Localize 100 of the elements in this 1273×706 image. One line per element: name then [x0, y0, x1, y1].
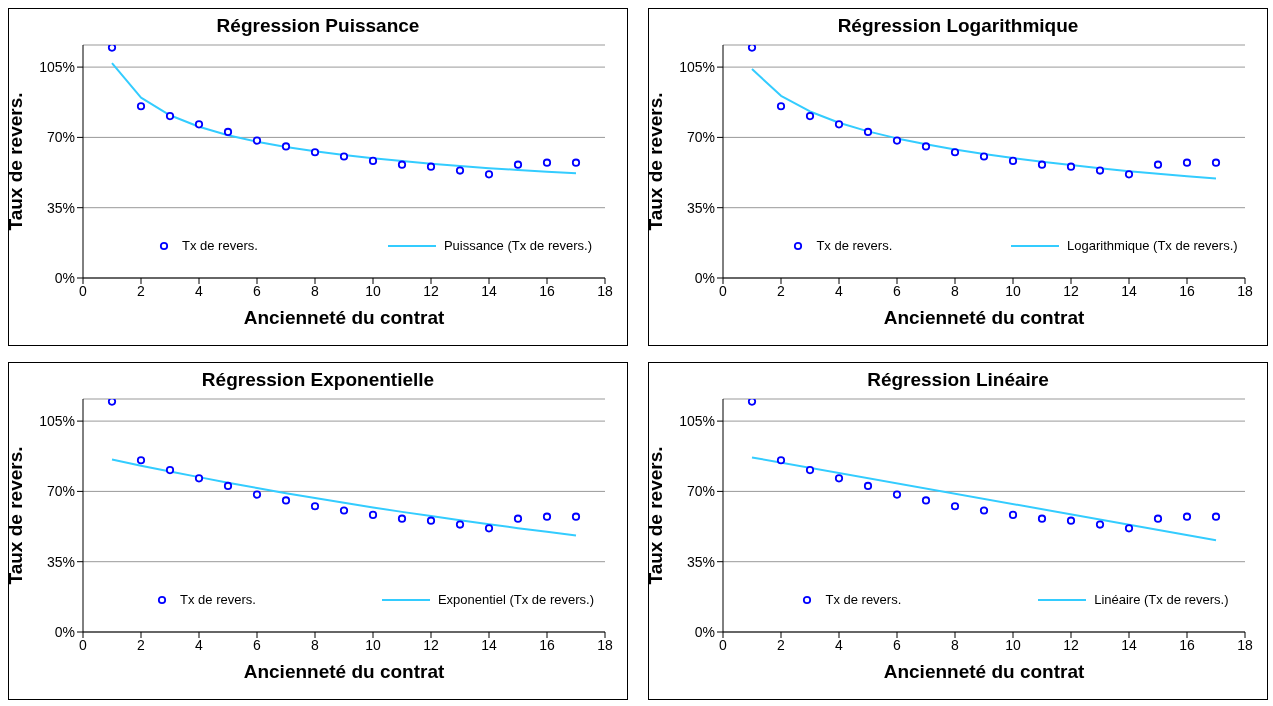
point [165, 112, 175, 121]
x-tick-label: 12 [423, 636, 439, 653]
x-axis-title: Ancienneté du contrat [883, 307, 1085, 328]
point [513, 160, 523, 169]
legend-label: Linéaire (Tx de revers.) [1094, 592, 1229, 607]
point [1095, 520, 1105, 529]
point [281, 496, 291, 505]
x-tick-label: 16 [1179, 282, 1195, 299]
x-tick-label: 0 [79, 282, 88, 299]
point [805, 466, 815, 475]
point [107, 45, 117, 52]
point [921, 142, 931, 151]
y-tick-label: 35% [686, 553, 715, 570]
x-tick-label: 18 [1237, 282, 1253, 299]
point [368, 156, 378, 165]
point [194, 474, 204, 483]
x-tick-label: 4 [195, 282, 204, 299]
x-tick-label: 16 [539, 636, 555, 653]
line-series [111, 458, 577, 537]
point [1037, 514, 1047, 523]
point [1182, 158, 1192, 167]
x-tick-label: 6 [893, 636, 902, 653]
chart-title: Régression Linéaire [866, 368, 1050, 392]
point [921, 496, 931, 505]
x-tick-label: 12 [1063, 282, 1079, 299]
point [1211, 512, 1221, 521]
legend-label: Tx de revers. [180, 592, 256, 607]
x-tick-label: 6 [253, 636, 262, 653]
point [834, 120, 844, 129]
x-axis-title: Ancienneté du contrat [243, 661, 445, 682]
point [1066, 162, 1076, 171]
legend-label: Exponentiel (Tx de revers.) [437, 592, 594, 607]
point [136, 102, 146, 111]
point [252, 136, 262, 145]
y-tick-label: 35% [46, 199, 75, 216]
x-tick-label: 18 [597, 636, 613, 653]
point [950, 502, 960, 511]
point [136, 456, 146, 465]
point [571, 512, 581, 521]
point [252, 490, 262, 499]
point [1095, 166, 1105, 175]
point [863, 127, 873, 137]
x-tick-label: 0 [719, 282, 728, 299]
point [863, 481, 873, 491]
point [281, 142, 291, 151]
y-tick-label: 70% [46, 129, 75, 146]
point [1008, 156, 1018, 165]
x-tick-label: 14 [1121, 636, 1137, 653]
y-tick-label: 35% [686, 199, 715, 216]
x-axis-title: Ancienneté du contrat [243, 307, 445, 328]
x-tick-label: 0 [719, 636, 728, 653]
chart-title: Régression Exponentielle [200, 368, 436, 392]
y-tick-label: 70% [46, 483, 75, 500]
x-tick-label: 8 [311, 282, 320, 299]
x-tick-label: 8 [951, 282, 960, 299]
y-tick-label: 0% [54, 269, 75, 286]
point [1066, 516, 1076, 525]
point [747, 45, 757, 52]
y-tick-label: 0% [694, 623, 715, 640]
point [805, 112, 815, 121]
x-tick-label: 12 [1063, 636, 1079, 653]
point [223, 481, 233, 491]
x-tick-label: 4 [195, 636, 204, 653]
point [426, 516, 436, 525]
point [542, 158, 552, 167]
legend-label: Logarithmique (Tx de revers.) [1067, 238, 1238, 253]
point [339, 152, 349, 161]
point [310, 148, 320, 157]
x-tick-label: 6 [893, 282, 902, 299]
point [1037, 160, 1047, 169]
x-tick-label: 18 [1237, 636, 1253, 653]
x-tick-label: 10 [1005, 282, 1021, 299]
point [513, 514, 523, 523]
legend-label: Puissance (Tx de revers.) [443, 238, 592, 253]
legend-label: Tx de revers. [182, 238, 258, 253]
point [834, 474, 844, 483]
x-tick-label: 4 [835, 636, 844, 653]
y-tick-label: 105% [679, 413, 715, 430]
y-tick-label: 35% [46, 553, 75, 570]
point [1124, 170, 1134, 179]
x-tick-label: 14 [481, 282, 497, 299]
point [368, 510, 378, 519]
chart-title: Régression Puissance [215, 14, 421, 38]
point [426, 162, 436, 171]
point [310, 502, 320, 511]
point [165, 466, 175, 475]
legend-label: Tx de revers. [816, 238, 893, 253]
point [776, 102, 786, 111]
x-tick-label: 16 [1179, 636, 1195, 653]
y-tick-label: 105% [39, 59, 75, 76]
x-tick-label: 10 [365, 282, 381, 299]
point [979, 506, 989, 515]
point [484, 524, 494, 533]
x-axis-title: Ancienneté du contrat [883, 661, 1085, 682]
x-tick-label: 10 [1005, 636, 1021, 653]
point [950, 148, 960, 157]
point [484, 170, 494, 179]
point [776, 456, 786, 465]
y-tick-label: 0% [54, 623, 75, 640]
x-tick-label: 16 [539, 282, 555, 299]
